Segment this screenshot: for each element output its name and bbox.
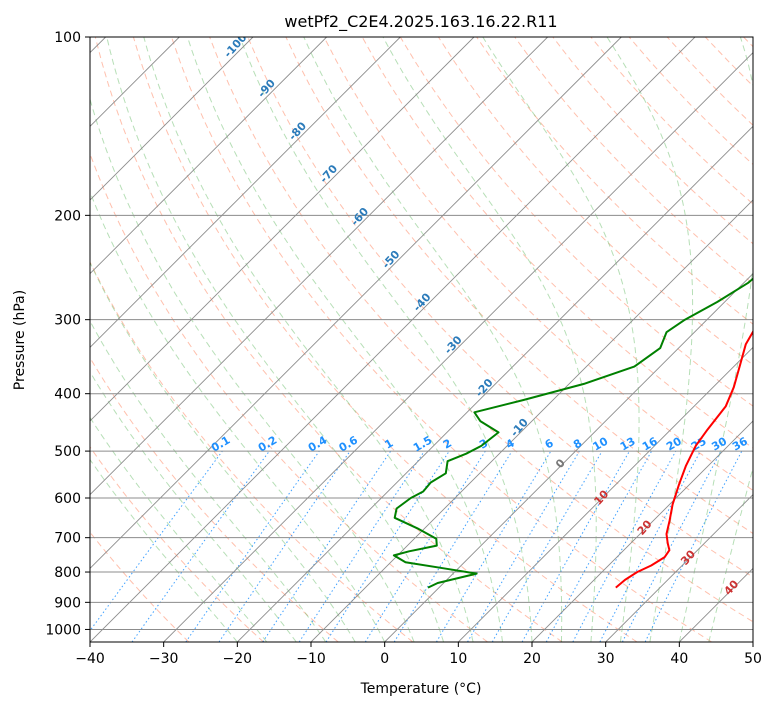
x-tick-label: −40 xyxy=(75,651,105,667)
x-tick-label: 20 xyxy=(523,651,541,667)
y-tick-label: 200 xyxy=(54,208,81,224)
x-tick-label: 10 xyxy=(449,651,467,667)
x-tick-label: 30 xyxy=(597,651,615,667)
y-tick-label: 400 xyxy=(54,387,81,403)
x-tick-label: 40 xyxy=(670,651,688,667)
y-tick-label: 700 xyxy=(54,531,81,547)
x-tick-label: −20 xyxy=(223,651,253,667)
y-tick-label: 300 xyxy=(54,313,81,329)
x-tick-label: −10 xyxy=(296,651,326,667)
y-tick-label: 900 xyxy=(54,595,81,611)
x-tick-label: −30 xyxy=(149,651,179,667)
y-axis-label: Pressure (hPa) xyxy=(12,290,28,390)
y-tick-label: 1000 xyxy=(45,622,81,638)
x-tick-label: 0 xyxy=(380,651,389,667)
y-tick-label: 800 xyxy=(54,565,81,581)
x-tick-label: 50 xyxy=(744,651,762,667)
y-tick-label: 100 xyxy=(54,30,81,46)
y-tick-label: 600 xyxy=(54,491,81,507)
x-axis-label: Temperature (°C) xyxy=(360,681,482,697)
y-tick-label: 500 xyxy=(54,444,81,460)
chart-title: wetPf2_C2E4.2025.163.16.22.R11 xyxy=(284,12,557,32)
